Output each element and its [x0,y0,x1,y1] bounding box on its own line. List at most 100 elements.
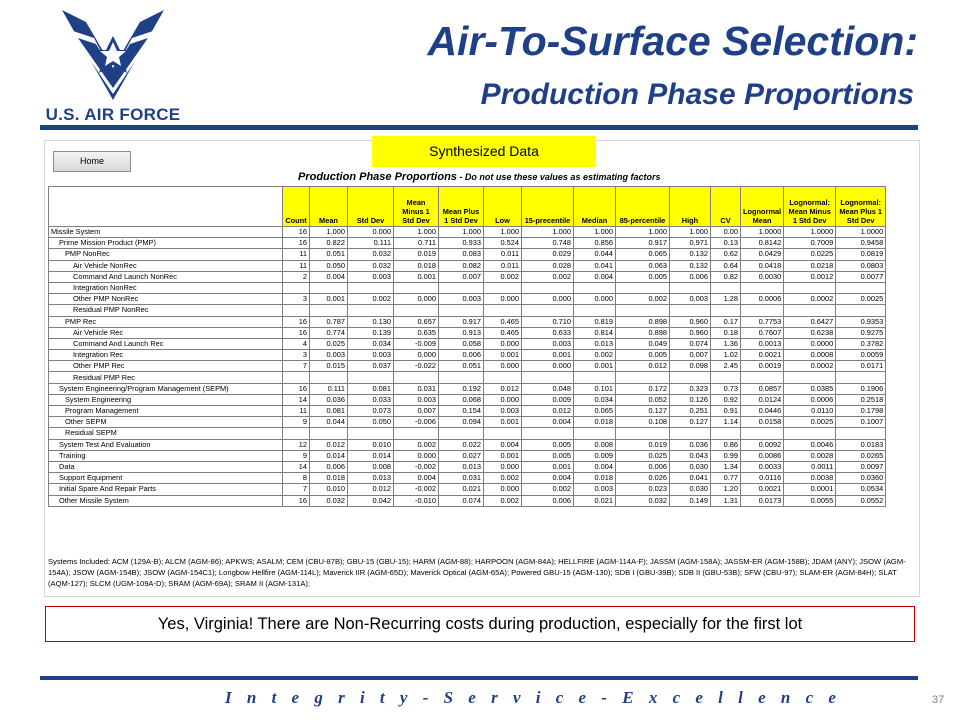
table-row: System Engineering 14 0.036 0.033 0.003 0.068… [48,393,887,407]
table-row: Residual PMP Rec [48,371,887,384]
table-cell: 0.004 [521,416,574,429]
table-cell: 0.62 [710,248,741,261]
table-cell: 0.043 [669,449,711,462]
table-cell: 0.917 [438,315,484,328]
table-cell: 0.0019 [739,360,785,373]
table-cell: 0.6238 [783,326,837,339]
table-cell: 0.132 [669,259,711,272]
table-row: PMP Rec 16 0.787 0.130 0.657 0.917 0.465 0.710 0… [48,315,887,328]
table-cell: 0.019 [393,248,439,261]
table-cell: 0.0025 [835,293,887,306]
table-row: Data 14 0.006 0.008 -0.002 0.013 0.000 0.001 0.0… [48,460,887,474]
row-label: Training [48,449,283,462]
table-cell: 0.9275 [835,326,887,339]
table-cell: 0.0097 [835,460,887,474]
table-cell: 0.9353 [835,315,887,328]
table-cell: 0.002 [393,438,439,451]
column-header: Mean [309,186,348,227]
table-cell [393,281,439,295]
table-cell: 0.149 [669,494,711,507]
table-cell: 0.0021 [739,349,785,362]
table-cell: 0.73 [710,382,741,395]
table-row: Command And Launch Rec 4 0.025 0.034 -0.009 0… [48,337,887,351]
table-cell: 1.0000 [739,225,785,239]
synthesized-data-label: Synthesized Data [372,136,596,167]
table-cell: 9 [282,449,310,462]
table-cell [521,304,574,317]
table-cell: 0.005 [615,349,670,362]
table-cell: 0.000 [483,393,522,407]
table-cell: 0.822 [309,237,348,250]
table-cell: 0.002 [483,494,522,507]
table-cell: 1.28 [710,293,741,306]
table-cell: 2.45 [710,360,741,373]
table-cell: 0.0025 [783,416,837,429]
table-cell [615,304,670,317]
table-cell: 0.00 [710,225,741,239]
home-button[interactable]: Home [53,151,131,172]
table-cell: 16 [282,315,310,328]
table-row: Prime Mission Product (PMP) 16 0.822 0.111 0… [48,237,887,250]
table-cell: 0.6427 [783,315,837,328]
table-cell: 0.130 [347,315,394,328]
table-cell: 0.132 [669,248,711,261]
table-cell: -0.006 [393,416,439,429]
table-cell: 0.031 [438,472,484,485]
table-cell: 0.002 [573,349,616,362]
table-cell: 0.002 [347,293,394,306]
table-cell: 0.0819 [835,248,887,261]
table-cell: 0.0021 [739,483,785,496]
table-cell [739,281,785,295]
table-cell: 1.31 [710,494,741,507]
table-cell: 0.006 [309,460,348,474]
table-cell [521,371,574,384]
table-cell: 0.0000 [783,337,837,351]
table-cell: 0.0552 [835,494,887,507]
table-cell: 0.014 [309,449,348,462]
row-label: Integration NonRec [48,281,283,295]
table-cell: 0.0173 [739,494,785,507]
table-cell: 0.7607 [739,326,785,339]
table-cell: 0.1798 [835,404,887,418]
table-cell: 11 [282,259,310,272]
table-cell [347,427,394,440]
table-cell: 0.172 [615,382,670,395]
table-cell: 0.2518 [835,393,887,407]
row-label: Other PMP NonRec [48,293,283,306]
table-cell: 0.044 [573,248,616,261]
table-cell: 0.052 [615,393,670,407]
table-cell: 11 [282,404,310,418]
table-cell: 0.913 [438,326,484,339]
table-cell: 1.000 [309,225,348,239]
table-cell: 0.004 [573,270,616,283]
table-cell: 0.006 [669,270,711,283]
footer-divider [40,676,918,680]
row-label: Residual PMP NonRec [48,304,283,317]
row-label: Command And Launch Rec [48,337,283,351]
table-cell [573,371,616,384]
table-cell: 0.000 [521,293,574,306]
table-cell: 7 [282,360,310,373]
table-cell: 0.0110 [783,404,837,418]
table-cell: 0.005 [615,270,670,283]
row-label: Program Management [48,404,283,418]
table-cell: 0.009 [521,393,574,407]
table-cell [739,427,785,440]
table-row: Integration NonRec [48,281,887,295]
table-cell: 0.021 [573,494,616,507]
table-cell: 0.050 [309,259,348,272]
table-cell: -0.002 [393,460,439,474]
table-cell [483,304,522,317]
table-cell: 0.0006 [783,393,837,407]
row-label: System Engineering/Program Management (S… [48,382,283,395]
table-cell [669,304,711,317]
table-cell: 0.074 [669,337,711,351]
table-cell: 0.003 [393,393,439,407]
table-cell: 0.0171 [835,360,887,373]
table-cell [783,371,837,384]
table-cell [521,427,574,440]
table-cell: 0.001 [573,360,616,373]
table-cell: 0.323 [669,382,711,395]
row-label: Air Vehicle Rec [48,326,283,339]
table-cell [615,281,670,295]
